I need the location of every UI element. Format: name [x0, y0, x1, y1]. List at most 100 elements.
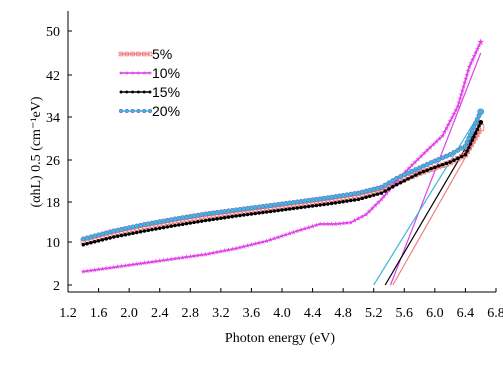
y-ticks: 2 10 18 26 34 42 50: [46, 25, 72, 294]
data-point: [424, 147, 430, 153]
data-point: [122, 262, 128, 268]
data-point: [317, 221, 323, 227]
data-point: [340, 220, 346, 226]
data-point: [477, 38, 485, 45]
data-point: [410, 175, 414, 179]
data-point: [456, 156, 460, 161]
data-point: [141, 260, 148, 266]
data-point: [145, 259, 151, 265]
data-point: [124, 70, 130, 75]
data-point: [355, 215, 362, 221]
data-point: [455, 147, 461, 153]
data-point: [402, 179, 407, 183]
series-15%: [81, 119, 484, 247]
data-point: [219, 216, 223, 221]
data-point: [379, 191, 384, 195]
data-point: [268, 209, 273, 214]
data-point: [230, 214, 235, 219]
data-point: [148, 90, 152, 94]
data-point: [149, 259, 155, 265]
data-point: [229, 246, 235, 252]
data-point: [445, 122, 451, 128]
data-point: [131, 90, 135, 94]
data-point: [118, 108, 124, 114]
data-point: [164, 256, 171, 262]
legend-label: 20%: [152, 103, 180, 119]
series-group: [80, 38, 485, 274]
data-point: [398, 180, 403, 185]
data-point: [458, 91, 464, 97]
data-point: [172, 255, 178, 261]
data-point: [88, 267, 94, 273]
y-tick-label: 42: [46, 69, 60, 84]
y-tick-label: 2: [53, 279, 60, 294]
data-point: [387, 187, 391, 191]
data-point: [477, 108, 485, 116]
data-point: [390, 178, 396, 184]
data-point: [451, 149, 457, 155]
y-axis-title: (αhL) 0.5 (cm⁻¹eV): [29, 96, 44, 207]
data-point: [210, 250, 216, 256]
data-point: [225, 247, 232, 253]
data-point: [416, 170, 423, 176]
data-point: [81, 242, 86, 247]
x-tick-label: 6.0: [426, 306, 444, 321]
data-point: [471, 53, 477, 59]
data-point: [147, 70, 153, 75]
data-point: [433, 165, 437, 170]
data-point: [245, 212, 250, 217]
data-point: [137, 260, 144, 266]
data-point: [341, 199, 345, 204]
series-10%: [80, 38, 485, 274]
data-point: [142, 90, 146, 94]
data-point: [241, 243, 247, 249]
fit-line: [389, 52, 482, 286]
data-point: [264, 238, 270, 244]
data-point: [199, 219, 204, 223]
data-point: [459, 87, 466, 93]
data-point: [264, 210, 269, 214]
data-point: [222, 247, 228, 253]
data-point: [157, 258, 163, 264]
data-point: [176, 255, 182, 261]
data-point: [459, 145, 465, 151]
data-point: [283, 231, 289, 238]
data-point: [275, 234, 281, 240]
data-point: [447, 118, 453, 124]
data-point: [214, 249, 220, 255]
data-point: [369, 205, 375, 211]
data-point: [118, 70, 124, 75]
data-point: [372, 202, 378, 208]
data-point: [443, 125, 449, 131]
data-point: [237, 244, 243, 250]
data-point: [371, 193, 376, 197]
x-tick-label: 1.2: [59, 306, 77, 321]
data-point: [349, 198, 353, 203]
data-point: [453, 107, 459, 113]
data-point: [103, 265, 109, 271]
data-point: [451, 111, 457, 117]
data-point: [222, 215, 227, 220]
data-point: [206, 250, 213, 256]
y-tick-label: 34: [46, 111, 60, 126]
data-point: [382, 182, 388, 188]
data-point: [192, 220, 196, 225]
data-point: [187, 253, 193, 259]
data-point: [147, 51, 153, 57]
data-point: [381, 193, 387, 199]
data-point: [100, 238, 105, 242]
data-point: [449, 114, 455, 120]
data-point: [467, 145, 471, 150]
data-point: [118, 51, 124, 57]
data-point: [383, 190, 390, 196]
data-point: [364, 195, 368, 200]
data-point: [303, 205, 307, 209]
data-point: [115, 263, 121, 269]
data-point: [150, 227, 154, 232]
data-point: [249, 212, 254, 216]
data-point: [202, 251, 209, 257]
data-point: [470, 138, 474, 143]
data-point: [131, 231, 135, 236]
x-tick-label: 6.8: [487, 306, 503, 321]
data-point: [134, 261, 140, 267]
